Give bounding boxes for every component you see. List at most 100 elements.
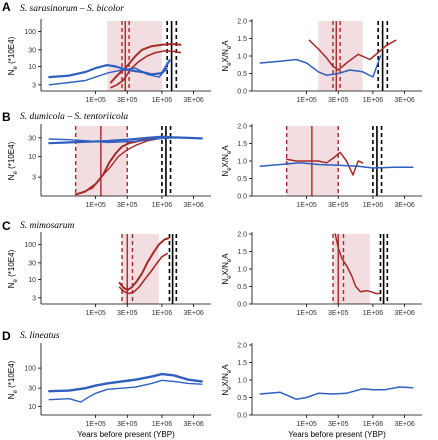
y-axis-label: NeX/NeA <box>221 145 233 177</box>
y-tick-label: 0.0 <box>237 194 247 201</box>
y-label-part: e <box>227 45 233 49</box>
y-label-part: N <box>7 282 16 288</box>
shaded-interval <box>333 234 370 304</box>
y-tick-label: 30 <box>28 135 36 142</box>
y-label-part: e <box>227 275 233 279</box>
y-label-part: X/N <box>221 154 230 168</box>
y-axis-label: NeX/NeA <box>221 253 233 285</box>
y-tick-label: 3 <box>32 175 36 182</box>
series-line <box>48 59 171 79</box>
y-tick-label: 0.5 <box>237 176 247 183</box>
y-tick-label: 1.0 <box>237 378 247 385</box>
y-tick-label: 1.0 <box>237 267 247 274</box>
y-tick-label: 0.5 <box>237 71 247 78</box>
y-tick-label: 100 <box>24 29 36 36</box>
y-label-part: (*10E4) <box>7 141 16 171</box>
y-label-part: (*10E4) <box>7 249 16 279</box>
x-tick-label: 1E+06 <box>152 421 173 428</box>
y-axis-label: NeX/NeA <box>221 40 233 72</box>
y-label-part: N <box>7 174 16 180</box>
series-line <box>118 237 170 292</box>
x-tick-label: 3E+05 <box>328 202 349 209</box>
x-tick-label: 3E+05 <box>117 202 138 209</box>
y-tick-label: 1.5 <box>237 36 247 43</box>
y-label-part: e <box>227 150 233 154</box>
x-tick-label: 3E+05 <box>117 97 138 104</box>
y-tick-label: 10 <box>28 64 36 71</box>
y-label-part: e <box>227 369 233 373</box>
y-tick-label: 1.5 <box>237 141 247 148</box>
y-tick-label: 3 <box>32 82 36 89</box>
series-line <box>48 372 203 393</box>
y-axis-label: Ne (*10E4) <box>7 36 19 75</box>
y-tick-label: 0.0 <box>237 302 247 309</box>
y-tick-label: 30 <box>28 47 36 54</box>
x-axis-label: Years before present (YBP) <box>288 430 386 439</box>
series-line <box>110 50 182 89</box>
y-label-part: N <box>7 69 16 75</box>
y-tick-label: 2.0 <box>237 124 247 131</box>
x-tick-label: 3E+05 <box>117 421 138 428</box>
panel-B-left: B S. dumicola – S. tentoriicola 3 10 30 1E+05… <box>2 110 211 209</box>
y-label-part: e <box>13 278 19 282</box>
y-label-part: N <box>221 171 230 177</box>
y-label-part: e <box>13 170 19 174</box>
x-tick-label: 3E+05 <box>117 310 138 317</box>
y-tick-label: 2.0 <box>237 232 247 239</box>
y-label-part: A <box>221 40 230 46</box>
x-tick-label: 1E+06 <box>152 97 173 104</box>
x-tick-label: 3E+05 <box>328 310 349 317</box>
series-line <box>259 55 382 78</box>
panel-B-right: 0.0 0.5 1.0 1.5 2.0 1E+05 3E+05 1E+06 3E+06 NeX/N… <box>221 124 422 209</box>
y-tick-label: 1.0 <box>237 159 247 166</box>
panel-title: S. dumicola – S. tentoriicola <box>20 112 128 122</box>
x-tick-label: 1E+05 <box>85 310 106 317</box>
x-tick-label: 1E+06 <box>152 310 173 317</box>
y-label-part: N <box>221 279 230 285</box>
y-tick-label: 30 <box>28 386 36 393</box>
y-label-part: e <box>227 386 233 390</box>
y-label-part: X/N <box>221 373 230 387</box>
y-label-part: A <box>221 253 230 259</box>
y-axis-label: NeX/NeA <box>221 364 233 396</box>
x-tick-label: 1E+05 <box>296 202 317 209</box>
x-tick-label: 1E+05 <box>85 97 106 104</box>
x-tick-label: 1E+05 <box>296 310 317 317</box>
y-tick-label: 100 <box>24 242 36 249</box>
y-tick-label: 0.5 <box>237 284 247 291</box>
panel-D-right: 0.0 0.5 1.0 1.5 2.0 1E+05 3E+05 1E+06 3E+06 NeX/N… <box>221 343 422 439</box>
y-tick-label: 100 <box>24 366 36 373</box>
series-line <box>109 43 182 84</box>
y-label-part: X/N <box>221 262 230 276</box>
y-label-part: N <box>221 66 230 72</box>
x-tick-label: 1E+05 <box>296 421 317 428</box>
series-line <box>259 162 414 169</box>
series-line <box>334 233 381 295</box>
panel-label: D <box>2 329 11 343</box>
y-axis-label: Ne (*10E4) <box>7 141 19 180</box>
series-line <box>48 379 203 403</box>
x-tick-label: 3E+06 <box>183 310 204 317</box>
x-tick-label: 1E+06 <box>363 97 384 104</box>
x-tick-label: 1E+06 <box>363 202 384 209</box>
x-tick-label: 3E+06 <box>183 202 204 209</box>
panel-label: B <box>2 110 11 124</box>
y-label-part: A <box>221 145 230 151</box>
series-line <box>80 138 158 194</box>
y-tick-label: 0.5 <box>237 395 247 402</box>
y-label-part: e <box>227 62 233 66</box>
panel-C-right: 0.0 0.5 1.0 1.5 2.0 1E+05 3E+05 1E+06 3E+06 NeX/N… <box>221 232 422 317</box>
y-label-part: e <box>13 389 19 393</box>
y-tick-label: 2.0 <box>237 19 247 26</box>
y-axis-label: Ne (*10E4) <box>7 249 19 288</box>
y-label-part: X/N <box>221 49 230 63</box>
y-label-part: A <box>221 364 230 370</box>
x-tick-label: 3E+05 <box>328 97 349 104</box>
y-label-part: (*10E4) <box>7 360 16 390</box>
x-tick-label: 1E+05 <box>296 97 317 104</box>
panel-label: C <box>2 219 11 233</box>
y-tick-label: 30 <box>28 260 36 267</box>
series-line <box>285 151 364 176</box>
y-tick-label: 10 <box>28 277 36 284</box>
x-tick-label: 1E+06 <box>363 421 384 428</box>
